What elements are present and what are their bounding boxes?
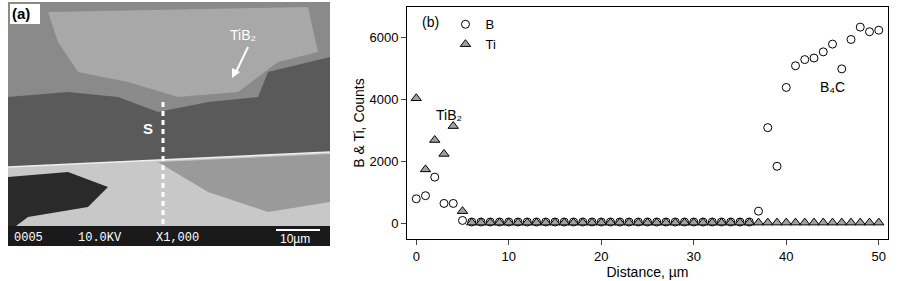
svg-text:B: B <box>485 17 494 32</box>
svg-text:0: 0 <box>391 216 398 231</box>
svg-text:10.0KV: 10.0KV <box>78 231 122 245</box>
svg-text:20: 20 <box>594 249 608 264</box>
svg-text:50: 50 <box>872 249 886 264</box>
svg-text:(a): (a) <box>12 5 30 22</box>
svg-text:(b): (b) <box>422 14 439 30</box>
svg-text:B & Ti, Counts: B & Ti, Counts <box>351 78 367 167</box>
svg-text:B₄C: B₄C <box>820 79 845 95</box>
svg-text:6000: 6000 <box>369 30 398 45</box>
svg-text:Distance, µm: Distance, µm <box>607 264 689 280</box>
svg-text:TiB₂: TiB₂ <box>230 27 256 43</box>
svg-text:TiB₂: TiB₂ <box>436 107 462 123</box>
svg-text:2000: 2000 <box>369 154 398 169</box>
svg-text:S: S <box>143 120 153 137</box>
svg-text:Ti: Ti <box>485 37 495 52</box>
svg-text:4000: 4000 <box>369 92 398 107</box>
svg-text:10: 10 <box>502 249 516 264</box>
svg-text:0005: 0005 <box>14 231 43 245</box>
svg-text:X1,000: X1,000 <box>156 231 199 245</box>
svg-text:0: 0 <box>413 249 420 264</box>
svg-text:10µm: 10µm <box>280 232 310 246</box>
svg-text:40: 40 <box>779 249 793 264</box>
svg-text:30: 30 <box>687 249 701 264</box>
